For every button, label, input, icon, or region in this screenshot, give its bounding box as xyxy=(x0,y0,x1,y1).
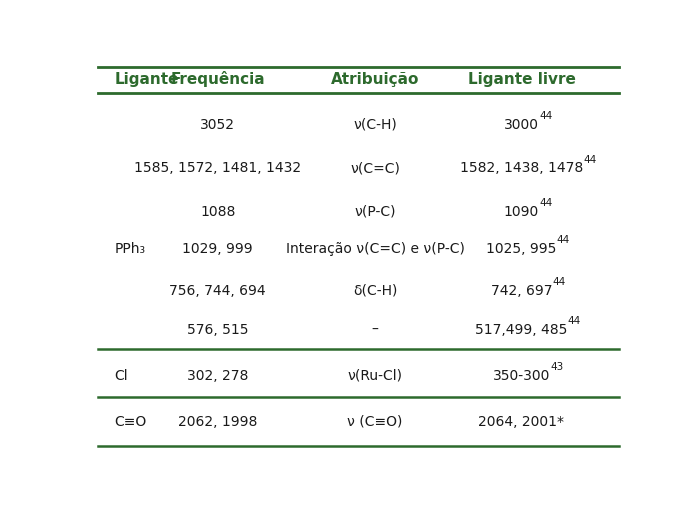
Text: 44: 44 xyxy=(552,277,566,287)
Text: 1582, 1438, 1478: 1582, 1438, 1478 xyxy=(460,161,583,175)
Text: ν(C-H): ν(C-H) xyxy=(354,118,397,132)
Text: –: – xyxy=(372,323,379,337)
Text: 1585, 1572, 1481, 1432: 1585, 1572, 1481, 1432 xyxy=(134,161,301,175)
Text: 44: 44 xyxy=(568,317,581,326)
Text: 44: 44 xyxy=(539,111,552,121)
Text: 742, 697: 742, 697 xyxy=(491,284,552,298)
Text: ν(Ru-Cl): ν(Ru-Cl) xyxy=(347,369,402,383)
Text: Frequência: Frequência xyxy=(170,71,265,87)
Text: 2062, 1998: 2062, 1998 xyxy=(178,415,258,429)
Text: ν(P-C): ν(P-C) xyxy=(354,205,395,219)
Text: Atribuição: Atribuição xyxy=(331,72,419,87)
Text: 517,499, 485: 517,499, 485 xyxy=(475,323,568,337)
Text: ν (C≡O): ν (C≡O) xyxy=(347,415,402,429)
Text: ν(C=C): ν(C=C) xyxy=(350,161,400,175)
Text: C≡O: C≡O xyxy=(115,415,147,429)
Text: Ligante livre: Ligante livre xyxy=(468,72,575,87)
Text: δ(C-H): δ(C-H) xyxy=(353,284,397,298)
Text: 350-300: 350-300 xyxy=(493,369,550,383)
Text: 3000: 3000 xyxy=(504,118,539,132)
Text: 2064, 2001*: 2064, 2001* xyxy=(479,415,564,429)
Text: Interação ν(C=C) e ν(P-C): Interação ν(C=C) e ν(P-C) xyxy=(286,242,465,256)
Text: 43: 43 xyxy=(550,362,564,372)
Text: 1029, 999: 1029, 999 xyxy=(183,242,253,256)
Text: 576, 515: 576, 515 xyxy=(187,323,248,337)
Text: 1090: 1090 xyxy=(504,205,539,219)
Text: PPh₃: PPh₃ xyxy=(115,242,146,256)
Text: Cl: Cl xyxy=(115,369,128,383)
Text: 1025, 995: 1025, 995 xyxy=(486,242,556,256)
Text: 3052: 3052 xyxy=(200,118,235,132)
Text: 44: 44 xyxy=(583,154,596,165)
Text: 756, 744, 694: 756, 744, 694 xyxy=(169,284,266,298)
Text: Ligante: Ligante xyxy=(115,72,179,87)
Text: 44: 44 xyxy=(539,198,552,208)
Text: 44: 44 xyxy=(556,235,570,246)
Text: 302, 278: 302, 278 xyxy=(187,369,248,383)
Text: 1088: 1088 xyxy=(200,205,235,219)
